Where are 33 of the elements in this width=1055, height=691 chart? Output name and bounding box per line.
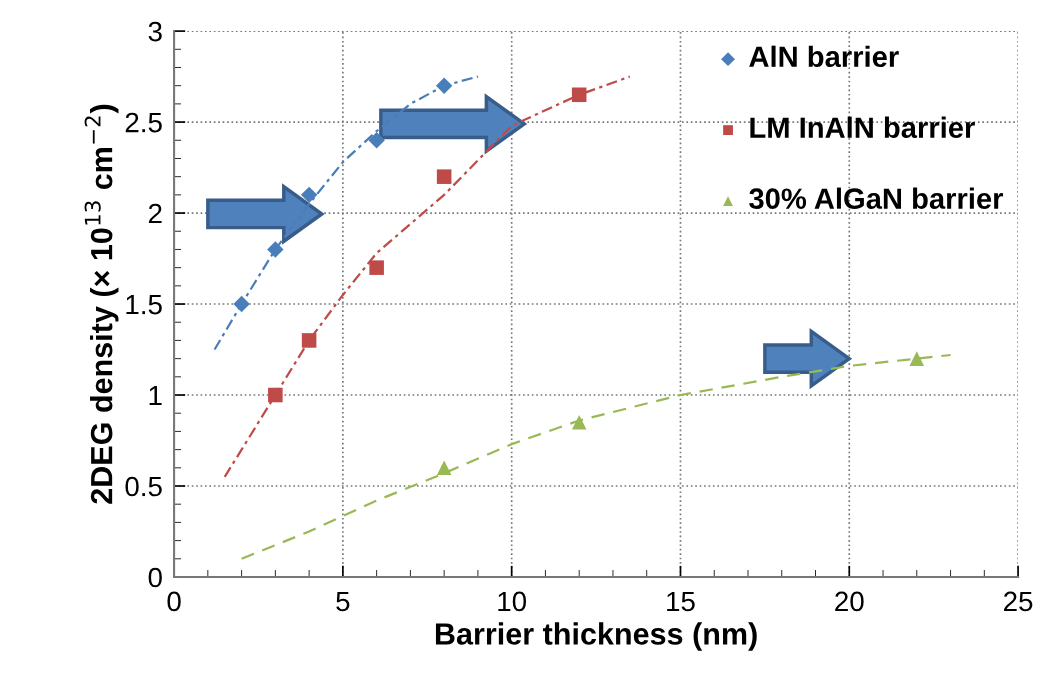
point bbox=[571, 87, 587, 103]
legend-label: LM InAlN barrier bbox=[750, 116, 975, 139]
point bbox=[268, 387, 283, 403]
point bbox=[369, 260, 384, 275]
x-tick-label: 20 bbox=[835, 591, 864, 612]
x-tick-label: 5 bbox=[336, 591, 350, 612]
line-series bbox=[240, 353, 952, 560]
point bbox=[300, 186, 318, 204]
x-tick-label: 0 bbox=[167, 591, 181, 612]
point bbox=[233, 295, 250, 313]
point bbox=[436, 169, 452, 184]
x-tick-label: 15 bbox=[667, 591, 695, 612]
x-axis-title: Barrier thickness (nm) bbox=[435, 622, 757, 651]
point bbox=[909, 351, 925, 366]
x-tick-label: 25 bbox=[1004, 591, 1033, 612]
legend-label: 30% AlGaN barrier bbox=[749, 187, 1004, 210]
point bbox=[435, 77, 453, 94]
point bbox=[301, 333, 317, 348]
y-tick-label: 2.5 bbox=[125, 112, 162, 133]
point bbox=[571, 415, 587, 430]
y-tick-label: 0 bbox=[148, 567, 162, 588]
y-tick-label: 3 bbox=[148, 21, 162, 42]
y-tick-label: 2 bbox=[148, 203, 162, 224]
point bbox=[267, 241, 284, 258]
y-tick-label: 0.5 bbox=[125, 476, 162, 497]
y-axis-title: 2DEG density (× 10$^{13}$ cm$^{−2}$) bbox=[84, 104, 119, 504]
y-tick-label: 1 bbox=[149, 385, 162, 406]
line-series bbox=[223, 75, 631, 479]
point bbox=[436, 460, 452, 476]
y-tick-label: 1.5 bbox=[126, 294, 162, 315]
legend-label: AlN barrier bbox=[749, 45, 899, 68]
x-tick-label: 10 bbox=[498, 591, 527, 612]
point bbox=[368, 132, 385, 149]
